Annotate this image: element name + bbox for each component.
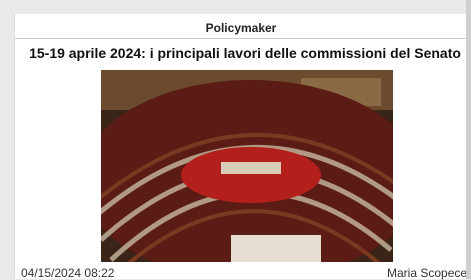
article-card[interactable]: Policymaker 15-19 aprile 2024: i princip… [14, 14, 467, 279]
author-name[interactable]: Maria Scopece [387, 266, 467, 280]
publish-date: 04/15/2024 08:22 [21, 266, 114, 280]
article-title[interactable]: 15-19 aprile 2024: i principali lavori d… [15, 45, 471, 61]
page: Policymaker 15-19 aprile 2024: i princip… [0, 0, 471, 279]
scrollbar[interactable] [466, 0, 471, 279]
article-image[interactable] [101, 70, 393, 262]
divider [15, 38, 467, 39]
source-name[interactable]: Policymaker [15, 21, 467, 35]
